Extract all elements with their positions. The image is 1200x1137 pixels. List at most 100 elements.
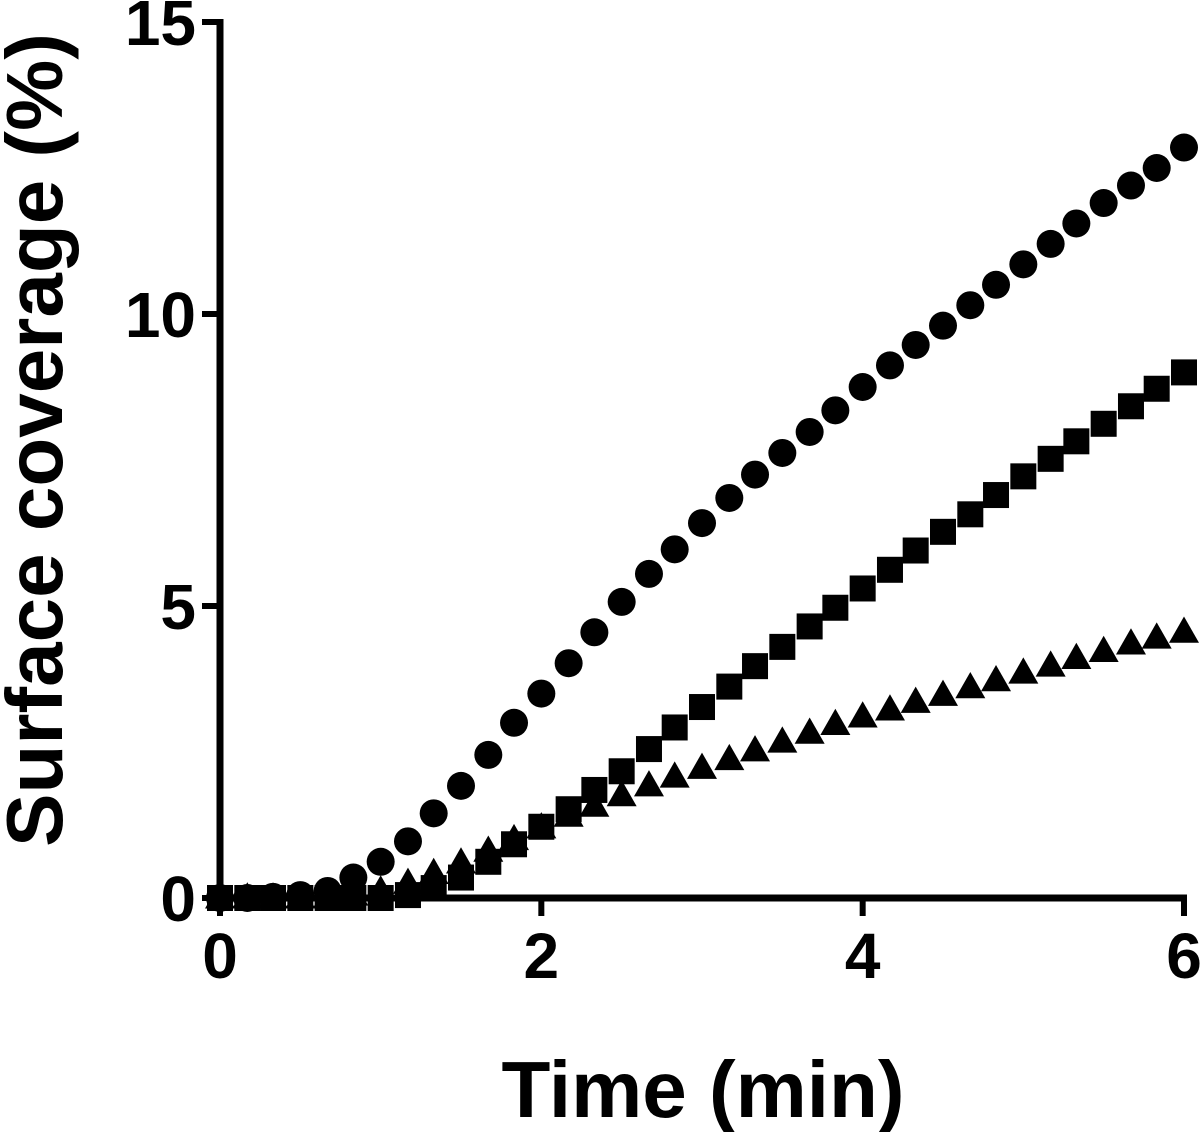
triangle-point — [1035, 650, 1066, 677]
square-point — [501, 831, 528, 858]
circle-point — [1036, 229, 1065, 258]
circle-point — [982, 270, 1011, 299]
x-tick-label: 2 — [524, 920, 560, 992]
square-point — [1143, 375, 1170, 402]
triangle-point — [1115, 628, 1146, 655]
square-point — [957, 501, 984, 528]
triangle-point — [1088, 635, 1119, 663]
circle-point — [500, 708, 529, 737]
square-point — [796, 613, 823, 640]
circle-point — [447, 771, 475, 800]
triangle-point — [794, 717, 825, 744]
circle-point — [795, 417, 824, 446]
circle-point — [419, 799, 448, 828]
square-point — [448, 864, 474, 891]
circle-point — [393, 827, 422, 856]
circle-point — [660, 535, 689, 564]
square-point — [849, 575, 876, 602]
circle-point — [1170, 133, 1198, 162]
triangle-point — [687, 752, 717, 779]
series-squares — [207, 359, 1197, 911]
triangle-point — [606, 780, 637, 807]
square-point — [555, 796, 582, 823]
circle-point — [1116, 171, 1145, 200]
x-axis-title: Time (min) — [501, 1045, 904, 1132]
square-point — [475, 848, 502, 875]
circle-point — [688, 509, 716, 538]
circle-point — [901, 330, 930, 359]
circle-point — [821, 396, 850, 425]
series-circles — [206, 133, 1198, 912]
circle-point — [929, 311, 957, 340]
square-point — [876, 556, 903, 583]
square-point — [716, 673, 743, 700]
triangle-point — [981, 665, 1012, 692]
axes: 0 2 4 6 0 5 10 15 — [125, 0, 1200, 992]
triangle-point — [767, 726, 798, 753]
circle-point — [339, 863, 368, 892]
data-marks — [205, 133, 1199, 912]
square-point — [902, 537, 929, 564]
square-point — [608, 758, 635, 785]
circle-point — [875, 351, 904, 380]
square-point — [1010, 463, 1037, 490]
square-point — [1117, 393, 1144, 420]
square-point — [983, 482, 1010, 509]
triangle-point — [955, 672, 986, 699]
circle-point — [366, 847, 395, 876]
triangle-point — [847, 701, 878, 728]
square-point — [1037, 445, 1064, 472]
square-point — [661, 714, 688, 741]
triangle-point — [928, 679, 958, 706]
circle-point — [848, 373, 877, 401]
circle-point — [474, 740, 503, 769]
circle-point — [527, 679, 556, 708]
triangle-point — [1141, 622, 1172, 649]
circle-point — [1009, 250, 1038, 279]
square-point — [528, 813, 555, 840]
y-tick-label: 15 — [125, 0, 196, 59]
triangle-point — [1008, 657, 1039, 684]
triangle-point — [659, 761, 690, 788]
triangle-point — [740, 735, 771, 762]
circle-point — [607, 587, 636, 616]
circle-point — [956, 291, 985, 320]
triangle-point — [820, 708, 851, 736]
triangle-point — [1061, 642, 1092, 670]
square-point — [1171, 359, 1197, 386]
square-point — [1063, 428, 1090, 455]
square-point — [1090, 410, 1117, 437]
circle-point — [1142, 154, 1171, 182]
y-tick-label: 10 — [125, 279, 196, 351]
square-point — [742, 653, 769, 680]
triangle-point — [714, 743, 745, 771]
y-tick-label: 0 — [160, 863, 196, 935]
x-tick-label: 4 — [845, 920, 881, 992]
x-ticks: 0 2 4 6 — [202, 898, 1200, 992]
circle-point — [554, 649, 583, 678]
square-point — [581, 776, 608, 803]
triangle-point — [633, 770, 664, 797]
triangle-point — [1169, 616, 1199, 643]
x-tick-label: 0 — [202, 920, 238, 992]
triangle-point — [874, 694, 905, 721]
circle-point — [1062, 209, 1091, 238]
square-point — [822, 594, 849, 621]
circle-point — [1089, 189, 1118, 218]
square-point — [930, 518, 956, 545]
circle-point — [741, 460, 770, 489]
x-tick-label: 6 — [1166, 920, 1200, 992]
circle-point — [634, 559, 663, 588]
y-axis-title: Surface coverage (%) — [0, 33, 79, 847]
circle-point — [715, 483, 744, 512]
circle-point — [768, 438, 797, 467]
y-ticks: 0 5 10 15 — [125, 0, 220, 935]
square-point — [635, 736, 662, 763]
y-tick-label: 5 — [160, 571, 196, 643]
square-point — [689, 694, 715, 721]
triangle-point — [579, 790, 610, 817]
square-point — [769, 633, 796, 660]
triangle-point — [900, 686, 931, 713]
